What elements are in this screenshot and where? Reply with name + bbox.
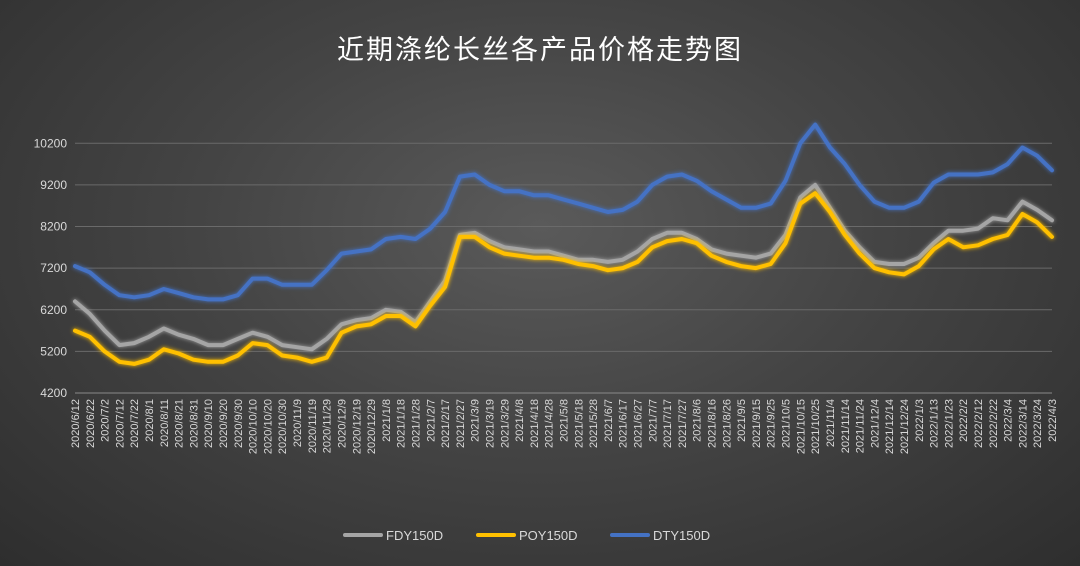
x-tick-label: 2022/1/13 (929, 399, 941, 448)
x-tick-label: 2021/8/26 (721, 399, 733, 448)
x-tick-label: 2020/8/21 (174, 399, 186, 448)
y-axis-ticks: 4200 5200 6200 7200 8200 9200 10200 (34, 136, 68, 400)
x-tick-label: 2021/12/14 (884, 399, 896, 454)
x-tick-label: 2021/2/7 (425, 399, 437, 442)
x-tick-label: 2022/2/2 (958, 399, 970, 442)
x-tick-label: 2022/2/22 (988, 399, 1000, 448)
legend-label-dty150d: DTY150D (653, 528, 710, 543)
x-tick-label: 2021/4/8 (514, 399, 526, 442)
x-tick-label: 2020/8/11 (159, 399, 171, 447)
x-tick-label: 2022/2/12 (973, 399, 985, 448)
x-tick-label: 2020/11/9 (292, 399, 304, 447)
x-tick-label: 2021/10/15 (795, 399, 807, 454)
x-tick-label: 2021/9/25 (766, 399, 778, 448)
x-tick-label: 2020/12/19 (351, 399, 363, 454)
x-tick-label: 2021/11/24 (855, 399, 867, 453)
x-tick-label: 2020/12/29 (366, 399, 378, 454)
y-tick-label: 10200 (34, 136, 68, 150)
y-tick-label: 4200 (40, 386, 67, 400)
x-tick-label: 2022/4/3 (1047, 399, 1059, 442)
x-tick-label: 2021/1/8 (381, 399, 393, 442)
x-tick-label: 2020/12/9 (336, 399, 348, 448)
chart-title: 近期涤纶长丝各产品价格走势图 (337, 35, 743, 66)
x-tick-label: 2021/1/28 (410, 399, 422, 448)
x-tick-label: 2020/7/22 (129, 399, 141, 448)
x-tick-label: 2022/3/14 (1017, 399, 1029, 448)
x-tick-label: 2021/3/19 (484, 399, 496, 448)
x-tick-label: 2021/5/8 (559, 399, 571, 442)
x-tick-label: 2021/6/27 (633, 399, 645, 448)
legend-label-fdy150d: FDY150D (386, 528, 443, 543)
x-tick-label: 2021/1/18 (396, 399, 408, 448)
x-tick-label: 2021/12/4 (869, 399, 881, 448)
x-tick-label: 2020/9/20 (218, 399, 230, 448)
x-tick-label: 2020/8/31 (188, 399, 200, 448)
y-tick-label: 9200 (40, 178, 67, 192)
x-tick-label: 2021/11/4 (825, 399, 837, 447)
x-tick-label: 2020/9/30 (233, 399, 245, 448)
x-tick-label: 2020/10/10 (248, 399, 260, 454)
y-tick-label: 6200 (40, 303, 67, 317)
x-tick-label: 2020/7/12 (114, 399, 126, 448)
legend: FDY150D POY150D DTY150D (343, 528, 710, 543)
x-tick-label: 2021/4/28 (544, 399, 556, 448)
x-tick-label: 2022/3/24 (1032, 399, 1044, 448)
x-tick-label: 2020/9/10 (203, 399, 215, 448)
x-tick-label: 2022/1/3 (914, 399, 926, 442)
series-line-poy150d (73, 191, 1054, 366)
x-tick-label: 2021/10/25 (810, 399, 822, 454)
x-tick-label: 2021/8/16 (707, 399, 719, 448)
x-tick-label: 2021/3/9 (470, 399, 482, 442)
x-tick-label: 2021/2/27 (455, 399, 467, 448)
series-lines (73, 122, 1054, 366)
grid-lines (75, 142, 1052, 394)
x-tick-label: 2021/11/14 (840, 399, 852, 453)
x-tick-label: 2021/10/5 (781, 399, 793, 448)
x-tick-label: 2020/10/30 (277, 399, 289, 454)
x-tick-label: 2021/7/7 (647, 399, 659, 442)
x-axis-ticks: 2020/6/12 2020/6/22 2020/7/2 2020/7/12 2020/… (70, 399, 1059, 454)
x-tick-label: 2020/10/20 (262, 399, 274, 454)
x-tick-label: 2021/6/7 (603, 399, 615, 442)
series-line-dty150d (73, 122, 1054, 302)
x-tick-label: 2021/9/5 (736, 399, 748, 442)
x-tick-label: 2022/3/4 (1003, 399, 1015, 442)
x-tick-label: 2021/7/27 (677, 399, 689, 448)
y-tick-label: 5200 (40, 344, 67, 358)
x-tick-label: 2020/6/22 (85, 399, 97, 448)
x-tick-label: 2021/8/6 (692, 399, 704, 442)
series-line-fdy150d (73, 182, 1054, 352)
x-tick-label: 2021/5/18 (573, 399, 585, 448)
x-tick-label: 2021/3/29 (499, 399, 511, 448)
x-tick-label: 2021/9/15 (751, 399, 763, 448)
x-tick-label: 2021/6/17 (618, 399, 630, 448)
x-tick-label: 2020/11/29 (322, 399, 334, 453)
y-tick-label: 7200 (40, 261, 67, 275)
x-tick-label: 2021/12/24 (899, 399, 911, 454)
x-tick-label: 2021/2/17 (440, 399, 452, 448)
legend-label-poy150d: POY150D (519, 528, 578, 543)
x-tick-label: 2020/11/19 (307, 399, 319, 453)
y-tick-label: 8200 (40, 220, 67, 234)
x-tick-label: 2021/7/17 (662, 399, 674, 448)
x-tick-label: 2020/6/12 (70, 399, 82, 448)
x-tick-label: 2020/8/1 (144, 399, 156, 442)
x-tick-label: 2021/4/18 (529, 399, 541, 448)
x-tick-label: 2020/7/2 (100, 399, 112, 442)
x-tick-label: 2022/1/23 (943, 399, 955, 448)
x-tick-label: 2021/5/28 (588, 399, 600, 448)
